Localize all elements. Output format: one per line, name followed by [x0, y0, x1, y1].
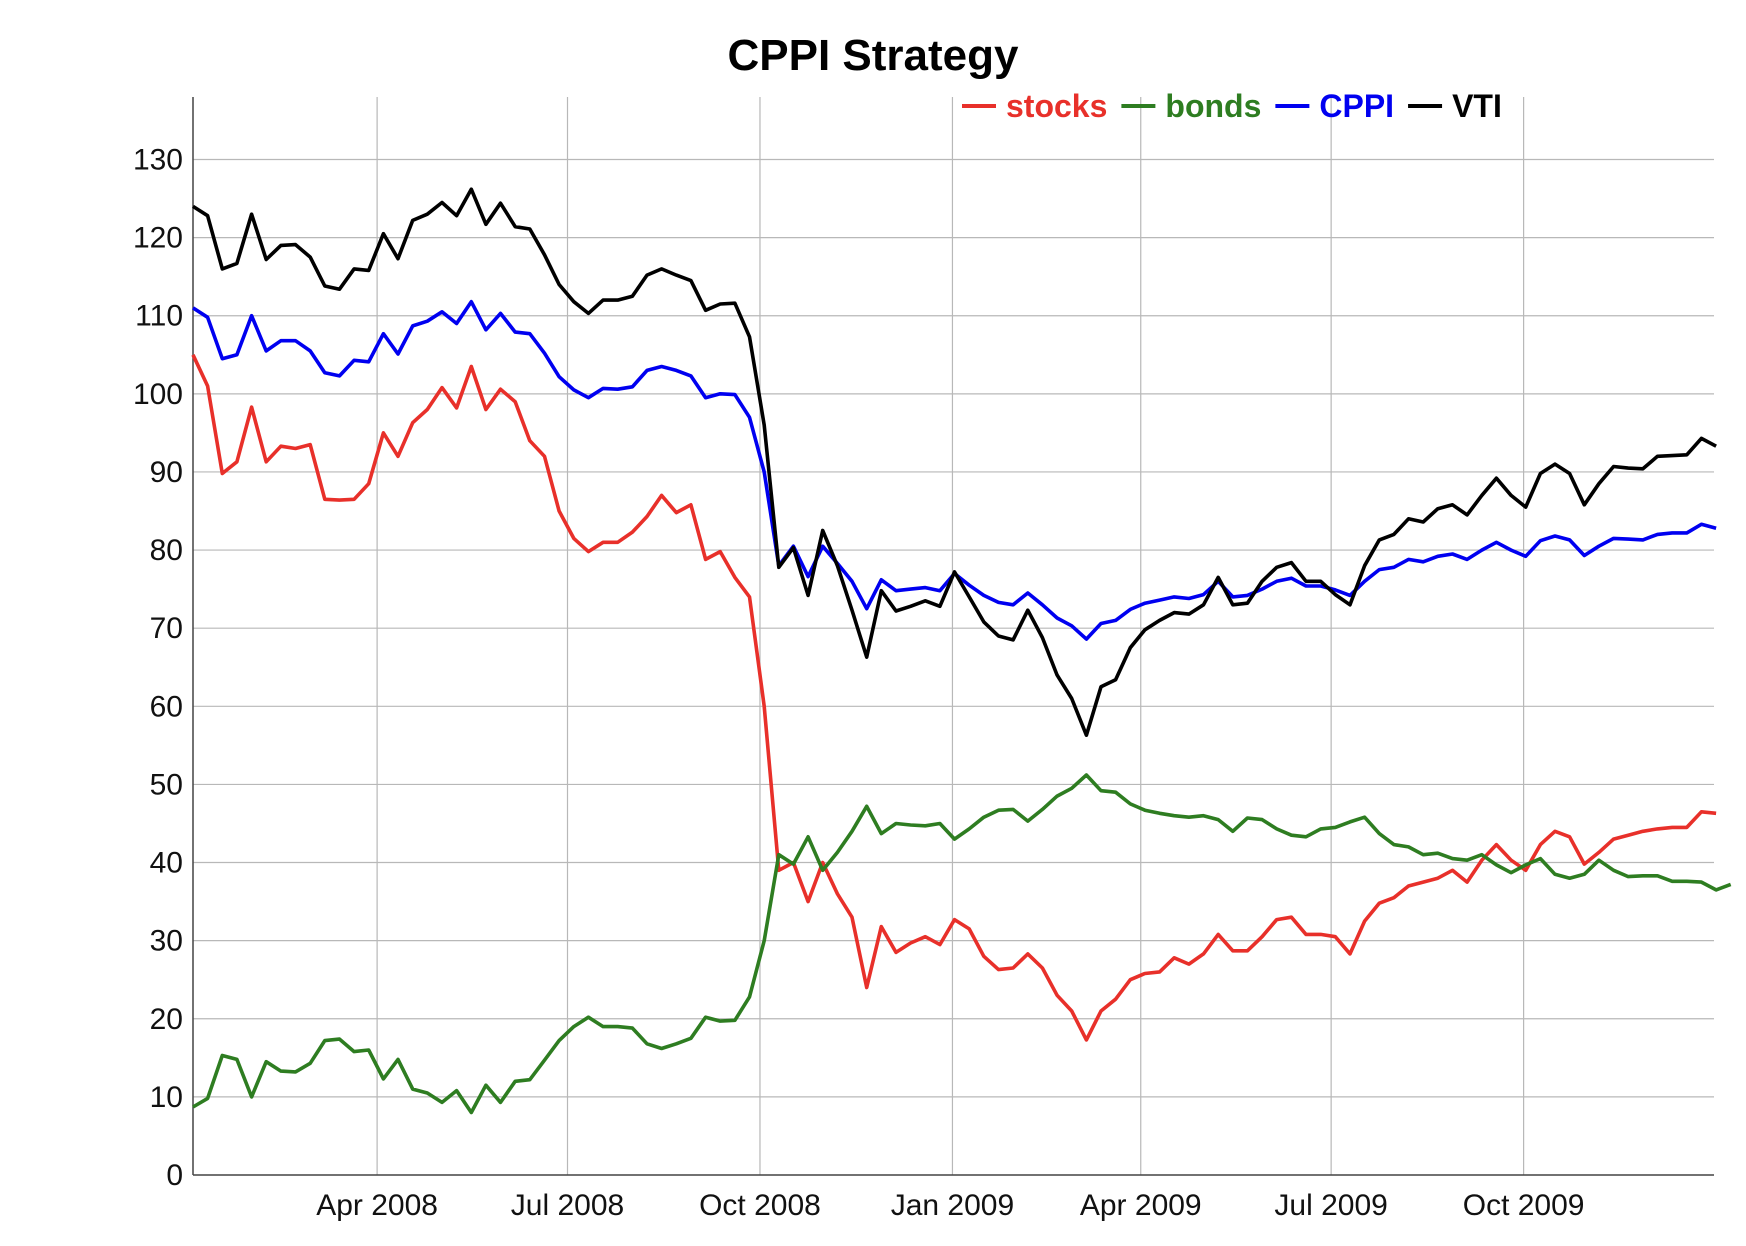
- y-tick-label: 90: [150, 456, 183, 489]
- y-tick-label: 50: [150, 768, 183, 801]
- y-tick-label: 120: [133, 222, 183, 255]
- chart-title: CPPI Strategy: [728, 31, 1020, 80]
- y-tick-label: 70: [150, 612, 183, 645]
- x-tick-label: Oct 2008: [699, 1189, 821, 1222]
- x-tick-label: Jul 2009: [1274, 1189, 1387, 1222]
- y-tick-label: 20: [150, 1003, 183, 1036]
- y-tick-label: 110: [135, 300, 183, 333]
- y-tick-label: 80: [150, 534, 183, 567]
- y-tick-label: 130: [133, 143, 183, 176]
- y-tick-label: 100: [133, 378, 183, 411]
- x-tick-label: Apr 2008: [316, 1189, 438, 1222]
- x-tick-label: Apr 2009: [1080, 1189, 1202, 1222]
- x-tick-label: Jan 2009: [891, 1189, 1014, 1222]
- legend-label-vti: VTI: [1452, 88, 1502, 124]
- x-tick-label: Jul 2008: [511, 1189, 624, 1222]
- y-tick-label: 40: [150, 847, 183, 880]
- y-tick-label: 60: [150, 690, 183, 723]
- legend-label-cppi: CPPI: [1319, 88, 1394, 124]
- y-tick-label: 30: [150, 925, 183, 958]
- x-tick-label: Oct 2009: [1463, 1189, 1585, 1222]
- legend-label-bonds: bonds: [1165, 88, 1261, 124]
- y-tick-label: 0: [166, 1159, 183, 1192]
- legend-label-stocks: stocks: [1006, 88, 1107, 124]
- y-tick-label: 10: [150, 1081, 183, 1114]
